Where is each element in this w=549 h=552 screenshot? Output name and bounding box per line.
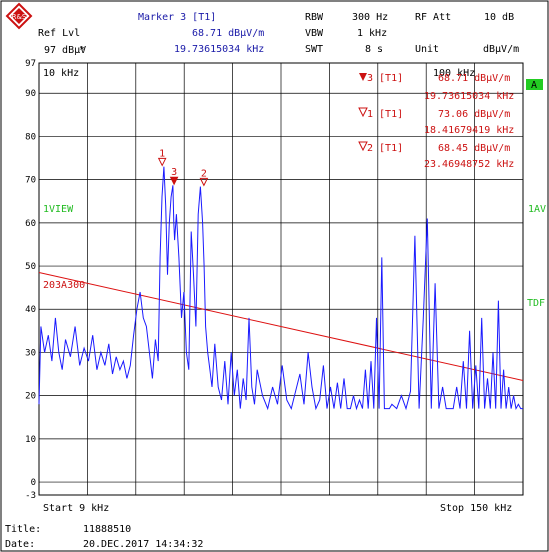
title-label: Title: bbox=[5, 524, 41, 535]
y-tick-labels: 97 90 80 70 60 50 40 30 20 10 0 -3 bbox=[25, 59, 36, 501]
y-tick-label: 60 bbox=[25, 219, 36, 229]
y-tick-label: 80 bbox=[25, 132, 36, 142]
rf-att-label: RF Att bbox=[415, 12, 451, 23]
y-tick-label: 40 bbox=[25, 305, 36, 315]
x-grid-label-100khz: 100 kHz bbox=[433, 68, 475, 79]
marker-1-table-freq: 18.41679419 kHz bbox=[424, 125, 514, 136]
markers: 13 2 bbox=[157, 148, 209, 187]
date-value: 20.DEC.2017 14:34:32 bbox=[83, 539, 203, 550]
trace-1 bbox=[38, 166, 523, 411]
marker-2-table-label: 2 [T1] bbox=[367, 143, 403, 154]
rs-logo: R&S bbox=[5, 2, 33, 30]
rf-att-value: 10 dB bbox=[484, 12, 514, 23]
y-tick-label: 20 bbox=[25, 392, 36, 402]
x-grid-label-10khz: 10 kHz bbox=[43, 68, 79, 79]
marker-3-table-label: 3 [T1] bbox=[367, 73, 403, 84]
view-label: 1VIEW bbox=[43, 204, 74, 215]
y-tick-label: 90 bbox=[25, 89, 36, 99]
ref-lvl-star: * bbox=[79, 45, 85, 56]
svg-text:R&S: R&S bbox=[12, 13, 27, 21]
tdf-label: TDF bbox=[527, 298, 545, 309]
limit-line bbox=[38, 272, 524, 382]
marker-table: 3 [T1] 68.71 dBµV/m 19.73615034 kHz 1 [T… bbox=[358, 73, 514, 170]
y-tick-label: 30 bbox=[25, 348, 36, 358]
marker-1-table-level: 73.06 dBµV/m bbox=[438, 109, 510, 120]
vbw-value: 1 kHz bbox=[357, 28, 387, 39]
marker-1-symbol bbox=[157, 157, 167, 167]
y-tick-label: -3 bbox=[25, 491, 36, 501]
limit-line-label: 203A300 bbox=[43, 280, 85, 291]
marker-2-label: 2 bbox=[201, 168, 207, 179]
stop-frequency: Stop 150 kHz bbox=[440, 503, 512, 514]
marker-3-table-icon bbox=[359, 73, 367, 81]
unit-label: Unit bbox=[415, 44, 439, 55]
y-tick-label: 97 bbox=[25, 59, 36, 69]
ref-lvl-value: 97 dBµV bbox=[44, 45, 86, 56]
marker-1-table-label: 1 [T1] bbox=[367, 109, 403, 120]
rbw-value: 300 Hz bbox=[352, 12, 388, 23]
unit-value: dBµV/m bbox=[483, 44, 519, 55]
y-tick-label: 10 bbox=[25, 435, 36, 445]
marker-2-symbol bbox=[199, 177, 209, 187]
start-frequency: Start 9 kHz bbox=[43, 503, 109, 514]
marker-1-table-icon bbox=[358, 107, 368, 118]
marker-3-table-freq: 19.73615034 kHz bbox=[424, 91, 514, 102]
marker-2-table-freq: 23.46948752 kHz bbox=[424, 159, 514, 170]
iav-label: 1AV bbox=[528, 204, 546, 215]
trace-a-badge bbox=[526, 79, 543, 90]
grid bbox=[39, 63, 523, 495]
marker-2-table-level: 68.45 dBµV/m bbox=[438, 143, 510, 154]
swt-label: SWT bbox=[305, 44, 323, 55]
marker-1-label: 1 bbox=[159, 148, 165, 159]
ref-lvl-label: Ref Lvl bbox=[38, 28, 80, 39]
marker-level: 68.71 dBµV/m bbox=[192, 28, 264, 39]
trace-a-label: A bbox=[531, 80, 537, 91]
y-tick-label: 0 bbox=[31, 478, 36, 488]
marker-2-table-icon bbox=[358, 141, 368, 152]
marker-title: Marker 3 [T1] bbox=[138, 12, 216, 23]
marker-3-label: 3 bbox=[171, 167, 177, 178]
rbw-label: RBW bbox=[305, 12, 324, 23]
vbw-label: VBW bbox=[305, 28, 324, 39]
swt-value: 8 s bbox=[365, 44, 383, 55]
marker-3-symbol bbox=[169, 176, 179, 186]
marker-3-table-level: 68.71 dBµV/m bbox=[438, 73, 510, 84]
y-tick-label: 70 bbox=[25, 176, 36, 186]
date-label: Date: bbox=[5, 539, 35, 550]
y-tick-label: 50 bbox=[25, 262, 36, 272]
marker-frequency: 19.73615034 kHz bbox=[174, 44, 264, 55]
title-value: 11888510 bbox=[83, 524, 131, 535]
